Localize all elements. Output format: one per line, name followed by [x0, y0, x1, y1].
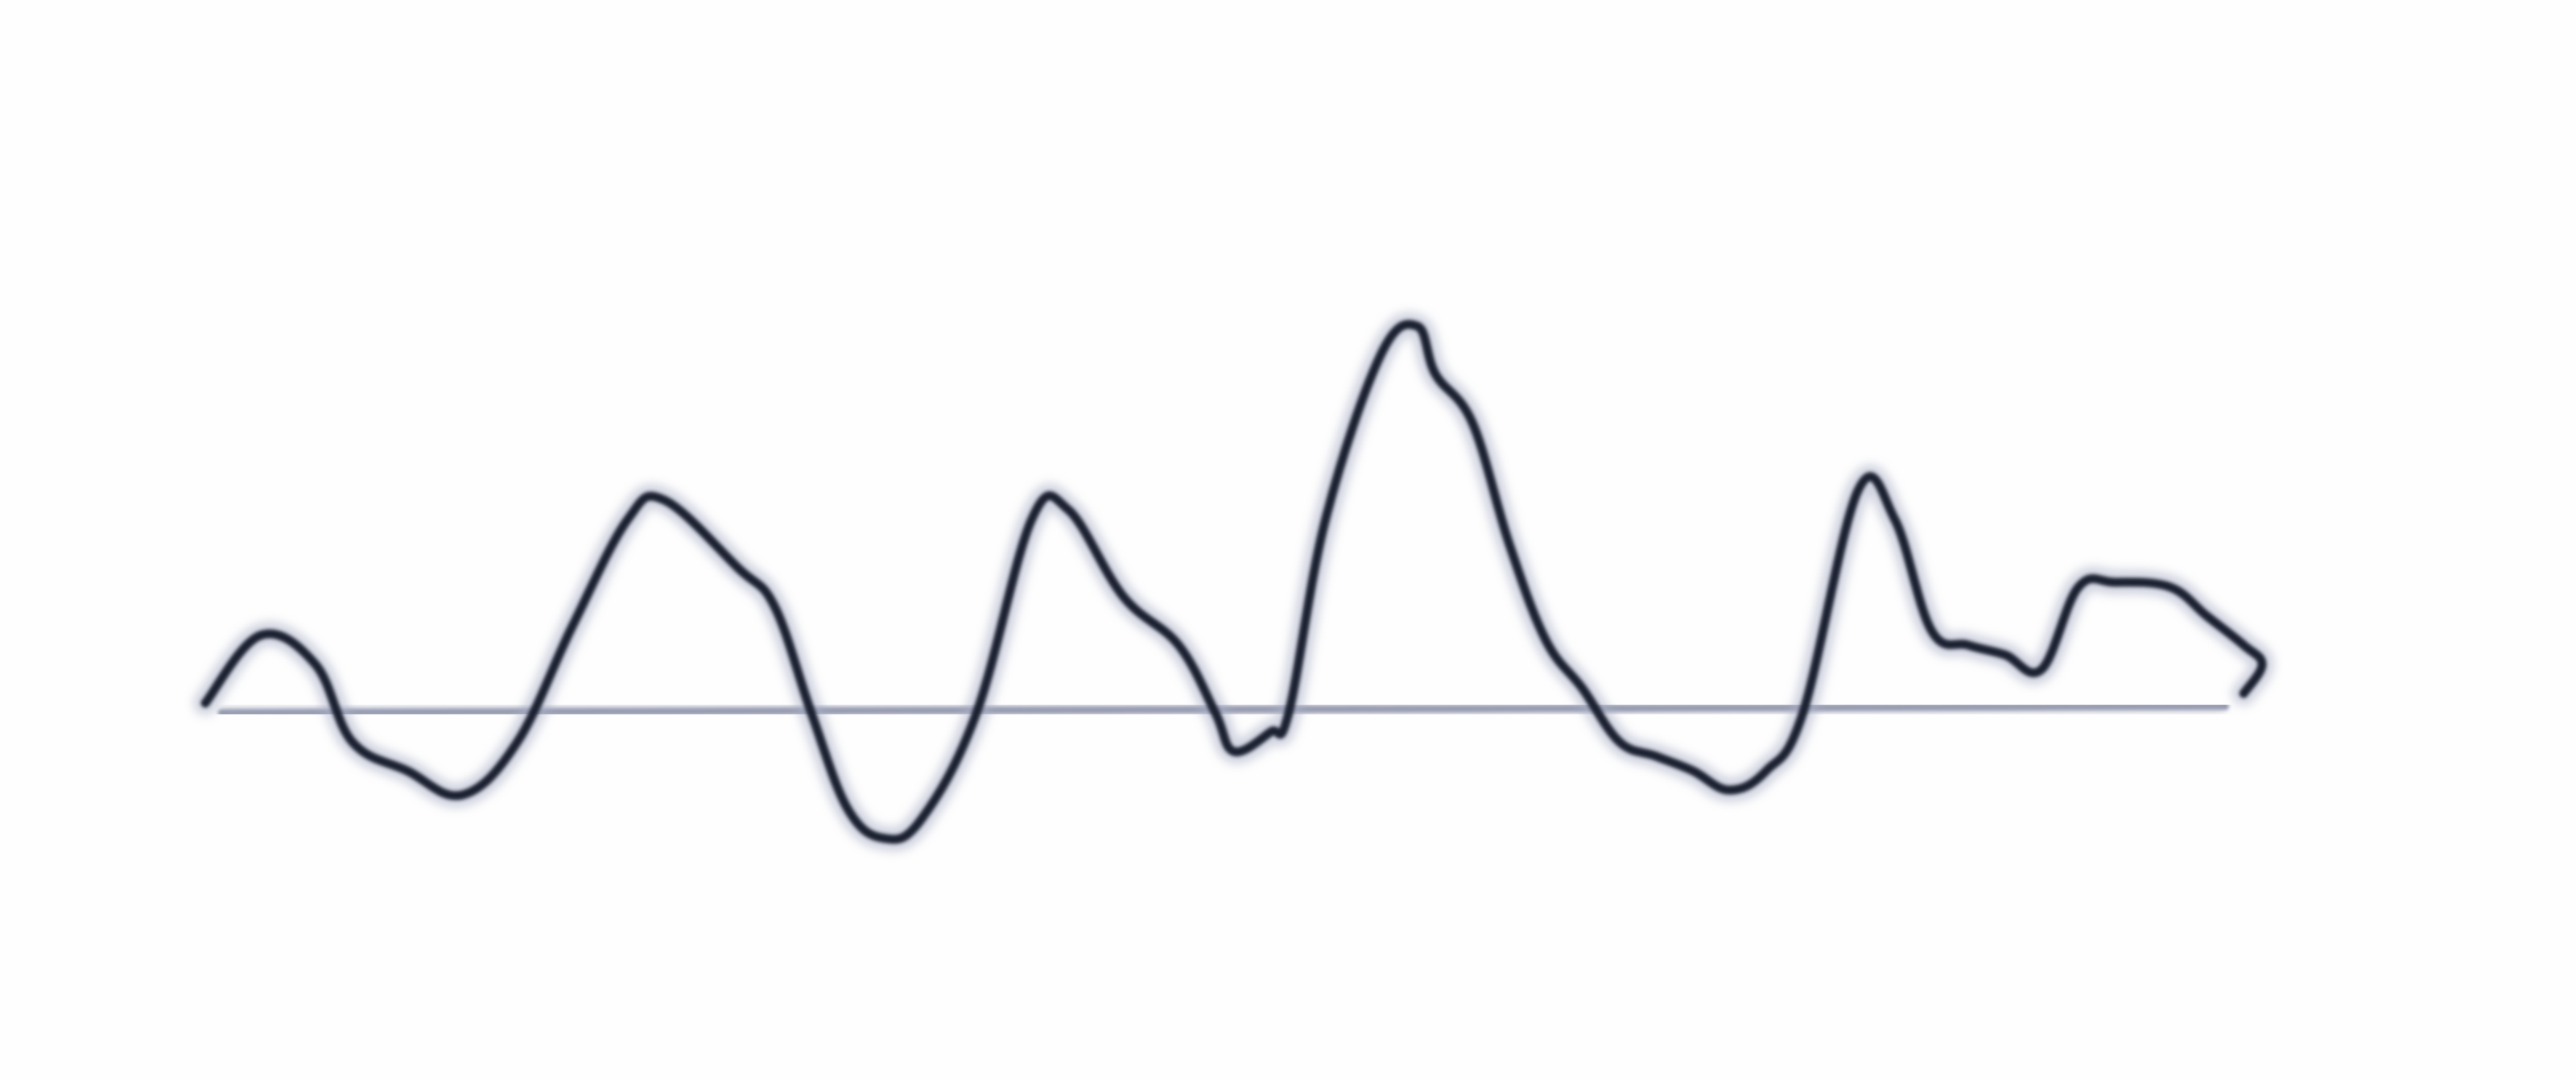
waveform-trace	[200, 320, 2267, 844]
